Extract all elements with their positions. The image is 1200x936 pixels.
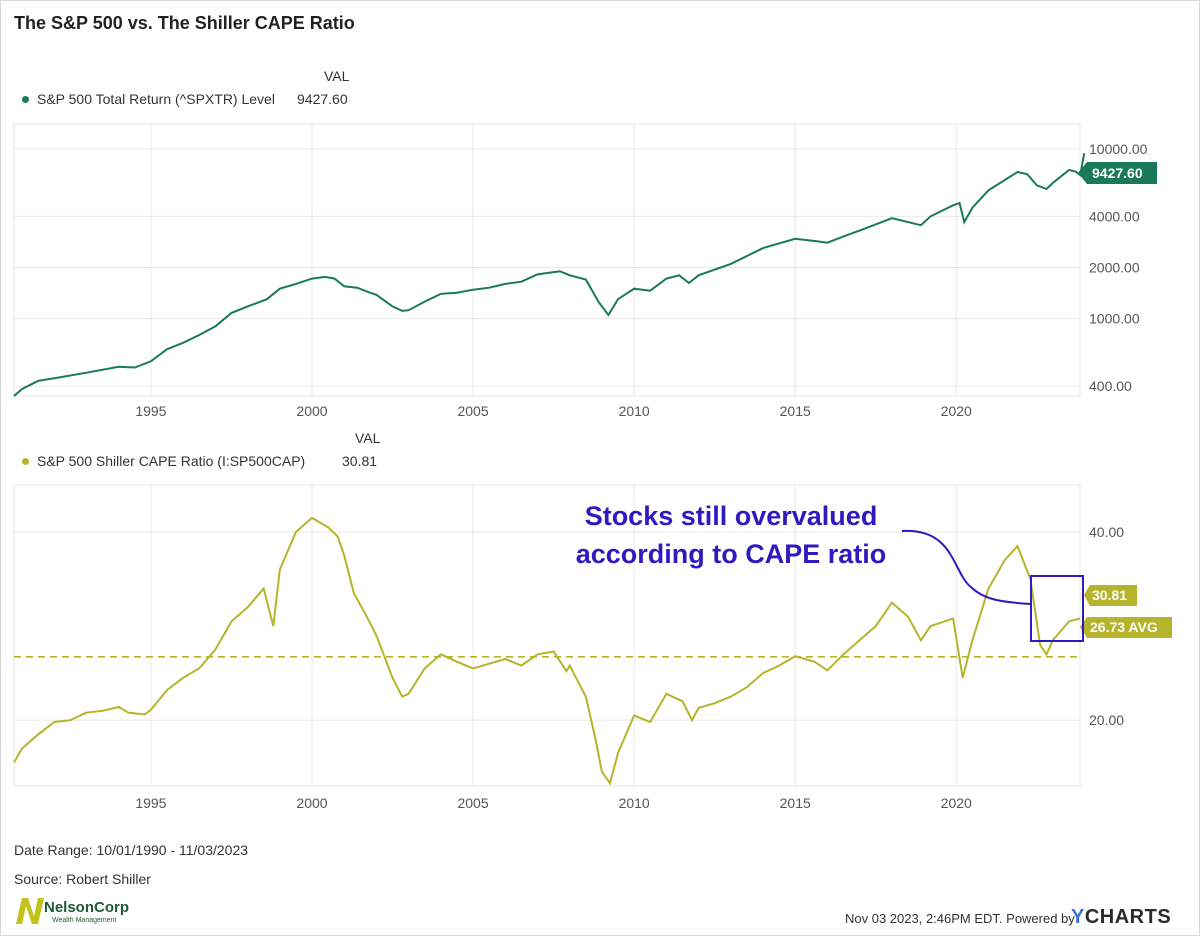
bottom-series-line [13, 516, 1081, 786]
bottom-xtick-2010: 2010 [619, 795, 650, 811]
date-range: Date Range: 10/01/1990 - 11/03/2023 [14, 842, 249, 858]
source-text: Source: Robert Shiller [14, 871, 151, 887]
ycharts-name: CHARTS [1084, 906, 1172, 928]
top-xtick-2015: 2015 [780, 403, 811, 419]
bottom-xtick-1995: 1995 [135, 795, 166, 811]
bottom-end-label-text: 30.81 [1092, 587, 1127, 603]
bottom-legend: S&P 500 Shiller CAPE Ratio (I:SP500CAP) … [22, 453, 392, 469]
top-ytick-2000.00: 2000.00 [1089, 259, 1140, 275]
bottom-xtick-2000: 2000 [296, 795, 327, 811]
top-ytick-400.00: 400.00 [1089, 378, 1132, 394]
top-end-label-text: 9427.60 [1092, 165, 1143, 181]
top-xtick-2005: 2005 [457, 403, 488, 419]
top-xtick-1995: 1995 [135, 403, 166, 419]
bottom-plot-area [13, 484, 1081, 787]
bottom-xtick-2020: 2020 [941, 795, 972, 811]
timestamp: Nov 03 2023, 2:46PM EDT. Powered by [845, 911, 1075, 926]
bottom-xtick-2005: 2005 [457, 795, 488, 811]
annotation-line-1: Stocks still overvalued [585, 501, 878, 531]
bottom-ytick-40.00: 40.00 [1089, 524, 1124, 540]
bottom-ytick-20.00: 20.00 [1089, 712, 1124, 728]
bottom-xtick-2015: 2015 [780, 795, 811, 811]
ycharts-brand[interactable]: YCHARTS [1071, 906, 1171, 929]
top-legend-label: S&P 500 Total Return (^SPXTR) Level [37, 91, 275, 107]
top-ytick-10000.00: 10000.00 [1089, 141, 1148, 157]
nelsoncorp-logo: NelsonCorp Wealth Management [16, 898, 129, 924]
bottom-legend-label: S&P 500 Shiller CAPE Ratio (I:SP500CAP) [37, 453, 306, 469]
top-ytick-1000.00: 1000.00 [1089, 311, 1140, 327]
top-ytick-4000.00: 4000.00 [1089, 208, 1140, 224]
bottom-end-label: 30.81 [1084, 585, 1137, 606]
top-end-label: 9427.60 [1078, 162, 1157, 184]
bottom-legend-value: 30.81 [342, 453, 378, 469]
avg-label: 26.73 AVG [1080, 617, 1172, 638]
top-series-line [13, 153, 1086, 397]
avg-label-text: 26.73 AVG [1090, 619, 1158, 635]
annotation-arrow [901, 529, 1031, 605]
top-xtick-2020: 2020 [941, 403, 972, 419]
ycharts-y: Y [1071, 906, 1085, 928]
annotation-line-2: according to CAPE ratio [576, 539, 887, 569]
avg-label-bg [1080, 617, 1172, 638]
top-plot-area [13, 123, 1081, 397]
top-legend-value: 9427.60 [297, 91, 348, 107]
top-xtick-2000: 2000 [296, 403, 327, 419]
logo-text: NelsonCorp [44, 899, 129, 916]
logo-subtext: Wealth Management [52, 917, 117, 924]
bottom-legend-dot [22, 457, 29, 465]
top-xtick-2010: 2010 [619, 403, 650, 419]
top-val-header: VAL [324, 68, 350, 84]
annotation-box [1030, 575, 1084, 642]
top-legend: S&P 500 Total Return (^SPXTR) Level 9427… [22, 91, 362, 107]
logo-mark [16, 898, 44, 924]
top-end-label-bg [1078, 162, 1157, 184]
top-legend-dot [22, 95, 29, 103]
bottom-end-label-bg [1084, 585, 1137, 606]
top-chart-panel: 1995 2000 2005 2010 2015 2020 400.00 1000.00 20… [13, 123, 1157, 419]
page-title: The S&P 500 vs. The Shiller CAPE Ratio [14, 13, 355, 33]
bottom-val-header: VAL [355, 430, 381, 446]
bottom-chart-panel: 1995 2000 2005 2010 2015 2020 20.00 40.00 30.8… [13, 484, 1172, 811]
